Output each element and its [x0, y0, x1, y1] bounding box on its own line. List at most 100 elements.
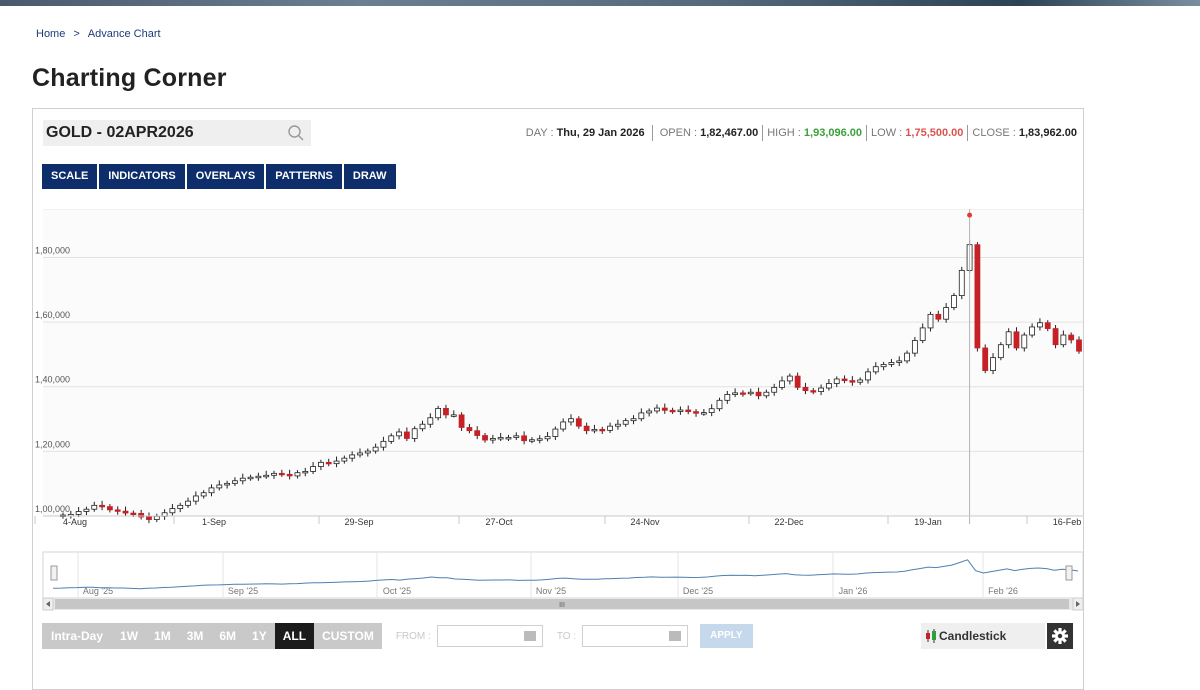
- candle-body: [685, 409, 692, 413]
- candle-body: [638, 412, 645, 420]
- x-tick-label: 22-Dec: [774, 517, 804, 527]
- candle-body: [997, 344, 1004, 359]
- range-selector: Intra-Day 1W 1M 3M 6M 1Y ALL CUSTOM FROM…: [42, 623, 753, 649]
- from-date-input[interactable]: [436, 625, 543, 647]
- chart-type-label: Candlestick: [939, 629, 1007, 643]
- to-label: TO :: [556, 630, 577, 642]
- candle-body: [294, 472, 301, 477]
- draw-button[interactable]: DRAW: [343, 164, 396, 189]
- calendar-icon[interactable]: [523, 631, 536, 641]
- candle-body: [232, 480, 238, 484]
- candle-body: [560, 421, 567, 430]
- candle-body: [529, 439, 535, 442]
- candle-body: [122, 510, 129, 514]
- low-value: 1,75,500.00: [905, 126, 964, 139]
- candle-body: [403, 431, 410, 439]
- navigator-tick-label: Dec '25: [683, 586, 713, 596]
- candle-body: [83, 508, 90, 512]
- candle-body: [146, 516, 152, 520]
- candle-body: [435, 407, 442, 419]
- candles: [60, 240, 1082, 524]
- candle-body: [91, 504, 98, 510]
- ohlc-readout: DAY : Thu, 29 Jan 2026 OPEN : 1,82,467.0…: [526, 125, 1077, 141]
- candle-body: [669, 409, 676, 413]
- apply-button[interactable]: APPLY: [700, 624, 753, 648]
- candle-body: [1005, 331, 1012, 346]
- patterns-button[interactable]: PATTERNS: [266, 164, 342, 189]
- candle-body: [607, 425, 613, 431]
- x-tick-label: 24-Nov: [630, 517, 660, 527]
- symbol-search-box[interactable]: GOLD - 02APR2026: [43, 120, 311, 146]
- candle-body: [583, 425, 590, 432]
- candle-body: [521, 435, 528, 442]
- candle-body: [497, 437, 504, 440]
- y-tick-label: 1,80,000: [35, 245, 70, 255]
- candle-body: [818, 387, 824, 392]
- range-1m-button[interactable]: 1M: [146, 623, 179, 649]
- divider: [762, 125, 764, 141]
- candle-body: [208, 487, 215, 494]
- chart-toolbar: SCALE INDICATORS OVERLAYS PATTERNS DRAW: [42, 164, 398, 189]
- close-label: CLOSE :: [972, 126, 1016, 139]
- candle-body: [99, 504, 105, 508]
- candle-body: [700, 412, 707, 415]
- chart-type-select[interactable]: Candlestick: [921, 623, 1045, 649]
- low-label: LOW :: [871, 126, 903, 139]
- range-3m-button[interactable]: 3M: [178, 623, 212, 649]
- candle-body: [654, 407, 660, 412]
- candle-body: [708, 408, 715, 413]
- navigator-handle-right: [1065, 565, 1073, 581]
- candle-body: [325, 461, 332, 465]
- breadcrumb: Home > Advance Chart: [36, 28, 161, 40]
- candle-body: [951, 295, 957, 308]
- scale-button[interactable]: SCALE: [42, 164, 98, 189]
- candle-body: [1029, 326, 1036, 336]
- overlays-button[interactable]: OVERLAYS: [186, 164, 265, 189]
- candle-body: [646, 410, 653, 414]
- page-title: Charting Corner: [32, 64, 227, 92]
- search-icon[interactable]: [287, 124, 305, 147]
- navigator-tick-label: Nov '25: [536, 586, 566, 596]
- candle-body: [896, 360, 903, 363]
- range-1y-button[interactable]: 1Y: [244, 623, 275, 649]
- candle-body: [888, 362, 895, 365]
- to-date-input[interactable]: [582, 625, 689, 647]
- scroll-left-arrow: [46, 601, 50, 607]
- candle-body: [302, 471, 309, 474]
- range-6m-button[interactable]: 6M: [211, 623, 245, 649]
- candle-body: [357, 452, 363, 456]
- day-label: DAY :: [525, 126, 554, 139]
- candle-body: [450, 414, 457, 417]
- calendar-icon[interactable]: [669, 631, 682, 641]
- chart-panel: GOLD - 02APR2026 DAY : Thu, 29 Jan 2026 …: [32, 108, 1084, 690]
- from-label: FROM :: [395, 630, 431, 642]
- candle-body: [239, 477, 246, 482]
- candle-body: [575, 418, 582, 427]
- candle-body: [880, 364, 887, 368]
- settings-gear-button[interactable]: [1047, 623, 1073, 649]
- range-intraday-button[interactable]: Intra-Day: [42, 623, 113, 649]
- navigator-frame: [42, 551, 1083, 599]
- range-custom-button[interactable]: CUSTOM: [314, 623, 382, 649]
- breadcrumb-current[interactable]: Advance Chart: [87, 28, 161, 40]
- navigator-series: [52, 559, 1079, 590]
- candle-body: [192, 495, 199, 502]
- x-tick-label: 29-Sep: [344, 517, 373, 527]
- candle-body: [536, 438, 543, 441]
- indicators-button[interactable]: INDICATORS: [99, 164, 185, 189]
- divider: [651, 125, 653, 141]
- breadcrumb-home[interactable]: Home: [36, 28, 66, 40]
- candle-body: [271, 472, 277, 476]
- range-all-button[interactable]: ALL: [274, 623, 315, 649]
- close-value: 1,83,962.00: [1018, 126, 1077, 139]
- candle-body: [318, 461, 324, 467]
- candlestick-chart[interactable]: 1,00,000 1,20,000 1,40,000 1,60,000 1,80,000…: [33, 209, 1083, 613]
- navigator-tick-label: Feb '26: [988, 586, 1018, 596]
- candle-body: [247, 476, 254, 480]
- candle-body: [693, 411, 699, 414]
- range-1w-button[interactable]: 1W: [112, 623, 147, 649]
- gear-icon: [1052, 628, 1068, 644]
- candle-body: [349, 454, 356, 459]
- symbol-name[interactable]: GOLD - 02APR2026: [46, 124, 194, 141]
- candle-body: [763, 391, 770, 397]
